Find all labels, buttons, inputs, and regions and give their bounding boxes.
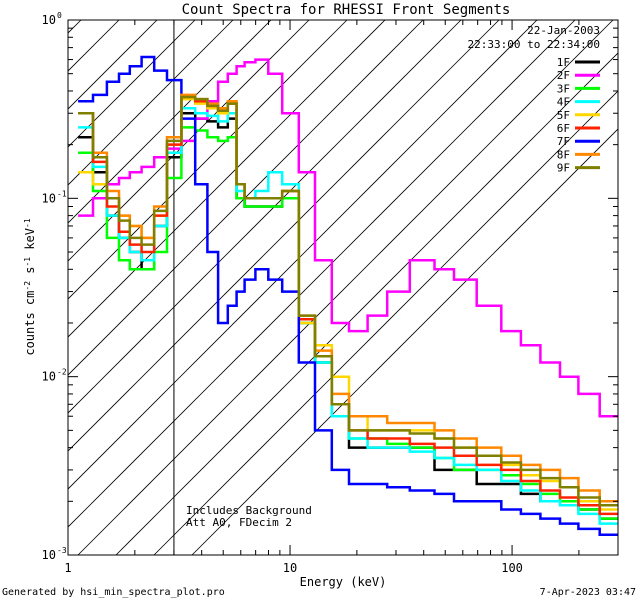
shaded-region [0,20,618,555]
note-line-1: Includes Background [186,504,312,517]
series-4F [78,106,618,525]
hatch-line [68,20,538,490]
series-group [78,55,618,536]
y-axis-label-part: -2 [23,281,32,291]
hatch-line [68,20,196,148]
hatch-line [68,20,82,34]
y-axis-label-part: -1 [23,218,32,228]
legend-label-5F: 5F [557,109,570,122]
legend-label-3F: 3F [557,82,570,95]
y-tick-exponent: -1 [57,189,67,198]
y-axis-label-part: s [23,267,37,281]
y-tick-exponent: -3 [57,546,67,555]
hatch-line [68,20,462,414]
series-2F [78,58,618,418]
legend-label-2F: 2F [557,69,570,82]
hatch-line [68,20,424,376]
series-9F [78,95,618,507]
series-8F [78,93,618,503]
series-3F [78,126,618,520]
y-tick-label: 10 [42,548,56,562]
hatch-line [68,20,120,72]
hatch-line [153,90,618,555]
series-7F [78,55,618,536]
plot-frame [67,19,619,556]
x-tick-label: 100 [501,561,523,575]
legend-label-7F: 7F [557,135,570,148]
date-label: 22-Jan-2003 [527,24,600,37]
time-range-label: 22:33:00 to 22:34:00 [468,38,600,51]
timestamp-label: 7-Apr-2023 03:47 [540,587,636,598]
series-6F [78,95,618,516]
note-line-2: Att A0, FDecim 2 [186,516,292,529]
hatch-line [68,20,348,300]
hatch-line [68,20,386,338]
hatch-line [0,20,43,555]
x-axis-label: Energy (keV) [300,575,387,589]
generated-by-label: Generated by hsi_min_spectra_plot.pro [2,587,225,598]
y-tick-label: 10 [42,370,56,384]
y-tick-label: 10 [42,191,56,205]
y-axis-label-part: keV [23,228,37,257]
legend-label-9F: 9F [557,162,570,175]
hatch-line [68,20,576,528]
legend-label-4F: 4F [557,96,570,109]
x-tick-label: 1 [64,561,71,575]
y-tick-exponent: -2 [57,368,67,377]
y-axis-label-part: -1 [23,257,32,267]
hatch-line [68,20,234,186]
hatch-line [68,20,500,452]
x-tick-label: 10 [283,561,297,575]
chart-title: Count Spectra for RHESSI Front Segments [182,2,511,18]
y-axis-label: counts cm-2 s-1 keV-1 [23,218,38,355]
hatch-line [191,128,618,555]
y-tick-exponent: 0 [57,11,62,20]
y-axis-label-part: counts cm [23,291,37,356]
hatch-line [77,20,614,555]
hatch-line [68,20,310,262]
hatch-line [115,52,618,555]
y-tick-label: 10 [42,13,56,27]
legend-label-1F: 1F [557,56,570,69]
legend-label-6F: 6F [557,122,570,135]
legend-label-8F: 8F [557,148,570,161]
series-1F [78,111,618,520]
